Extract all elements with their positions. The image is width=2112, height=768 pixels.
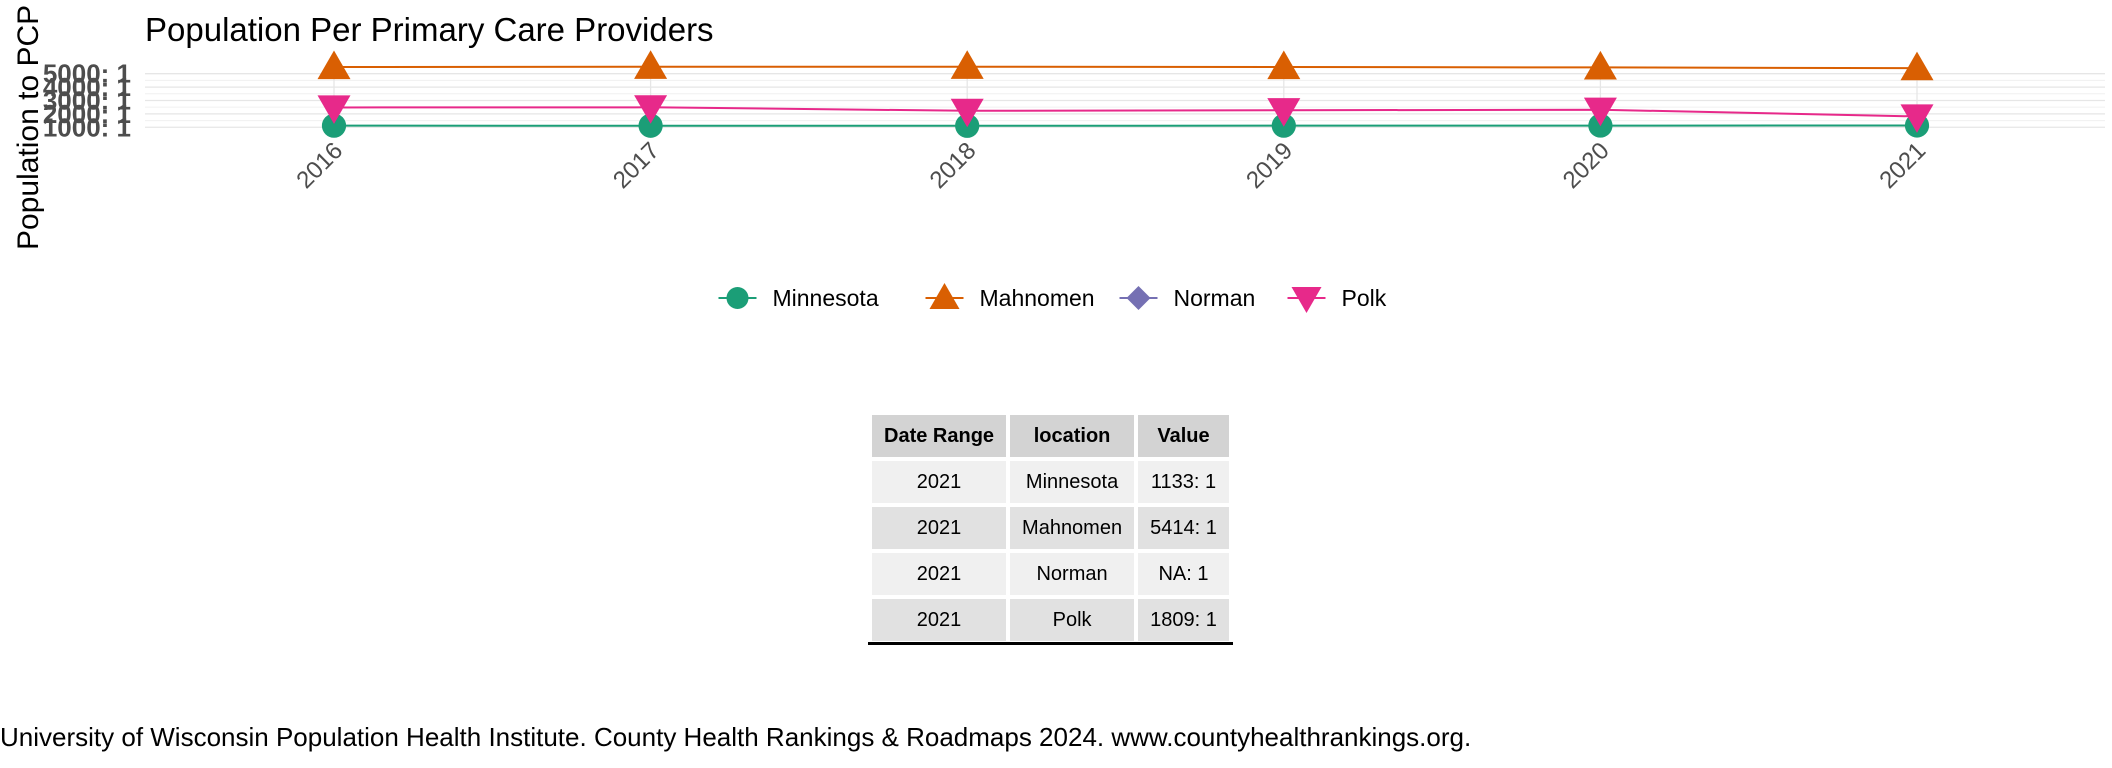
table-cell: Norman (1010, 553, 1135, 595)
y-tick-label: 5000: 1 (43, 59, 131, 89)
table-cell: 5414: 1 (1138, 507, 1229, 549)
data-point-mahnomen (1583, 50, 1617, 80)
table-cell: 2021 (872, 507, 1007, 549)
data-table-container: Date Range location Value 2021 Minnesota 113… (868, 411, 1233, 645)
x-tick-label: 2019 (1241, 137, 1298, 194)
legend-item-mahnomen: Mahnomen (925, 283, 1095, 311)
x-tick-label: 2018 (925, 137, 982, 194)
data-point-mahnomen (1900, 51, 1934, 81)
series (317, 50, 1934, 138)
data-point-polk (634, 95, 668, 124)
series-minnesota (321, 113, 1930, 138)
y-axis-label: Population to PCP R (12, 0, 45, 250)
y-tick-label: 4000: 1 (43, 72, 131, 102)
table-cell: Minnesota (1010, 461, 1135, 503)
legend-item-norman: Norman (1119, 285, 1256, 311)
grid (145, 60, 2105, 131)
data-point-mahnomen (317, 50, 351, 80)
table-cell: NA: 1 (1138, 553, 1229, 595)
legend-item-polk: Polk (1287, 285, 1387, 313)
table-cell: 2021 (872, 553, 1007, 595)
legend-marker-minnesota (726, 287, 749, 309)
table-cell: 2021 (872, 461, 1007, 503)
series-polk (317, 95, 1934, 133)
table-row: 2021 Polk 1809: 1 (872, 599, 1229, 641)
legend-label-norman: Norman (1174, 285, 1256, 311)
x-tick-label: 2017 (608, 137, 665, 194)
table-cell: 2021 (872, 599, 1007, 641)
table-bottom-rule (868, 642, 1233, 645)
table-header-cell: Date Range (872, 415, 1007, 457)
y-tick-label: 3000: 1 (43, 85, 131, 115)
data-point-mahnomen (634, 50, 668, 79)
series-mahnomen (317, 50, 1934, 81)
legend-marker-mahnomen (929, 283, 960, 309)
legend-marker-norman (1126, 286, 1151, 310)
data-point-polk (950, 98, 984, 128)
data-point-polk (1900, 104, 1934, 133)
y-tick-label: 2000: 1 (43, 99, 131, 129)
x-tick-label: 2020 (1558, 137, 1615, 194)
table-header-cell: location (1010, 415, 1135, 457)
table-row: 2021 Mahnomen 5414: 1 (872, 507, 1229, 549)
series-line-polk (333, 106, 1918, 118)
series-line-mahnomen (333, 65, 1918, 70)
legend-item-minnesota: Minnesota (718, 285, 879, 311)
legend-marker-polk (1291, 287, 1322, 313)
table-row: 2021 Norman NA: 1 (872, 553, 1229, 595)
table-row: 2021 Minnesota 1133: 1 (872, 461, 1229, 503)
data-point-polk (1583, 97, 1617, 127)
data-point-polk (317, 95, 351, 124)
y-tick-label: 1000: 1 (43, 112, 131, 142)
source-citation: University of Wisconsin Population Healt… (0, 722, 1472, 752)
data-point-minnesota (321, 113, 347, 138)
data-point-minnesota (638, 113, 663, 138)
legend-label-minnesota: Minnesota (773, 285, 879, 311)
legend: Minnesota Mahnomen Norman Polk (718, 283, 1387, 313)
x-tick-label: 2021 (1874, 137, 1931, 194)
chart-title: Population Per Primary Care Providers (145, 11, 714, 48)
x-axis-ticks: 2016 2017 2018 2019 2020 2021 (291, 137, 1931, 194)
legend-label-polk: Polk (1342, 285, 1387, 311)
x-tick-label: 2016 (291, 137, 348, 194)
table-cell: Polk (1010, 599, 1135, 641)
table-cell: 1133: 1 (1138, 461, 1229, 503)
data-point-polk (1267, 98, 1301, 127)
data-point-mahnomen (1267, 50, 1301, 80)
table-cell: Mahnomen (1010, 507, 1135, 549)
legend-label-mahnomen: Mahnomen (980, 285, 1095, 311)
data-table: Date Range location Value 2021 Minnesota 113… (868, 411, 1233, 645)
table-cell: 1809: 1 (1138, 599, 1229, 641)
table-header-row: Date Range location Value (872, 415, 1229, 457)
data-point-mahnomen (950, 50, 984, 79)
population-chart: Population Per Primary Care Providers Po… (12, 0, 2105, 313)
table-header-cell: Value (1138, 415, 1229, 457)
